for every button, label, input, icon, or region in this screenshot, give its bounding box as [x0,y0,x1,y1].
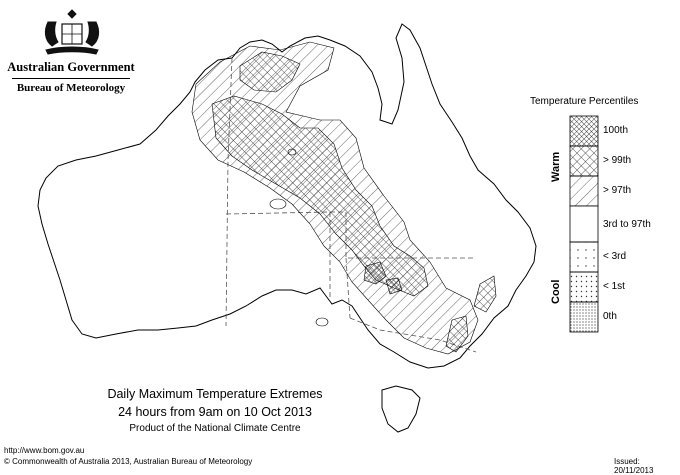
small-contour [269,198,287,210]
map-credit: Product of the National Climate Centre [129,423,301,434]
government-name: Australian Government [7,60,135,74]
region-above-99th-east-coast [473,275,497,313]
legend-label-100th: 100th [603,125,629,136]
region-above-99th-north [239,51,301,93]
bureau-name: Bureau of Meteorology [16,82,126,94]
legend-swatch-99th [569,145,599,177]
region-100th-inland [363,261,387,285]
legend-swatch-normal [569,205,599,243]
legend-swatches [569,115,599,333]
legend-warm-label: Warm [550,151,562,182]
legend-label-below-3rd: < 3rd [603,251,627,262]
footer-url[interactable]: http://www.bom.gov.au [4,446,85,455]
small-contour [315,317,329,327]
legend-title: Temperature Percentiles [530,96,639,107]
legend-cool-label: Cool [550,279,562,304]
region-100th-inland-2 [385,277,403,295]
footer-issued-date: Issued: 20/11/2013 [614,457,654,475]
region-above-99th-southeast [445,315,469,353]
legend-swatch-below-1st [569,271,599,303]
legend-label-0th: 0th [603,311,617,322]
legend-swatch-97th [569,175,599,207]
legend-swatch-100th [569,115,599,147]
header-divider [12,78,130,79]
map-subtitle: 24 hours from 9am on 10 Oct 2013 [118,405,312,419]
region-above-99th [211,95,429,297]
small-contour [287,148,297,156]
legend-label-97th: > 97th [603,185,632,196]
legend-label-normal: 3rd to 97th [603,219,651,230]
coat-of-arms-emblem [44,9,100,55]
legend-swatch-below-3rd [569,241,599,273]
legend-label-below-1st: < 1st [603,281,625,292]
footer-copyright: © Commonwealth of Australia 2013, Austra… [4,457,253,466]
map-title: Daily Maximum Temperature Extremes [107,387,323,401]
legend-swatch-0th [569,301,599,333]
tasmania-outline [381,385,421,433]
government-header: Australian Government Bureau of Meteorol… [6,8,136,94]
legend-label-99th: > 99th [603,155,632,166]
